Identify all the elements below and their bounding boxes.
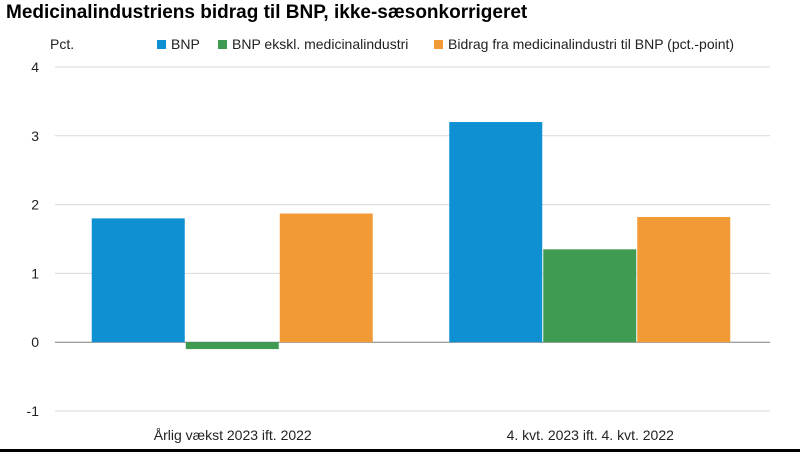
bar [91,218,185,343]
y-tick-label: 1 [31,265,39,281]
legend-swatch [434,40,443,49]
legend-label: BNP [171,36,200,52]
bar [637,216,731,343]
bottom-divider [0,449,800,452]
gridlines [55,66,770,412]
bar [449,122,543,343]
x-category-label: Årlig vækst 2023 ift. 2022 [154,427,312,443]
legend: BNP BNP ekskl. medicinalindustri Bidrag fr… [157,36,734,52]
axes: -1 0 1 2 3 4 Pct. Årlig vækst 2023 ift. 2022 4. … [27,36,675,443]
legend-label: Bidrag fra medicinalindustri til BNP (pc… [448,36,734,52]
legend-label: BNP ekskl. medicinalindustri [232,36,408,52]
bar [185,342,279,350]
y-axis-label: Pct. [50,36,74,52]
y-tick-label: 3 [31,128,39,144]
bar [543,249,637,343]
chart-title: Medicinalindustriens bidrag til BNP, ikk… [6,2,528,23]
bar [279,213,373,343]
y-tick-label: 2 [31,197,39,213]
bars [91,122,731,350]
x-category-label: 4. kvt. 2023 ift. 4. kvt. 2022 [507,427,675,443]
legend-swatch [218,40,227,49]
y-tick-label: -1 [27,403,40,419]
y-tick-label: 0 [31,334,39,350]
y-tick-label: 4 [31,59,39,75]
legend-swatch [157,40,166,49]
